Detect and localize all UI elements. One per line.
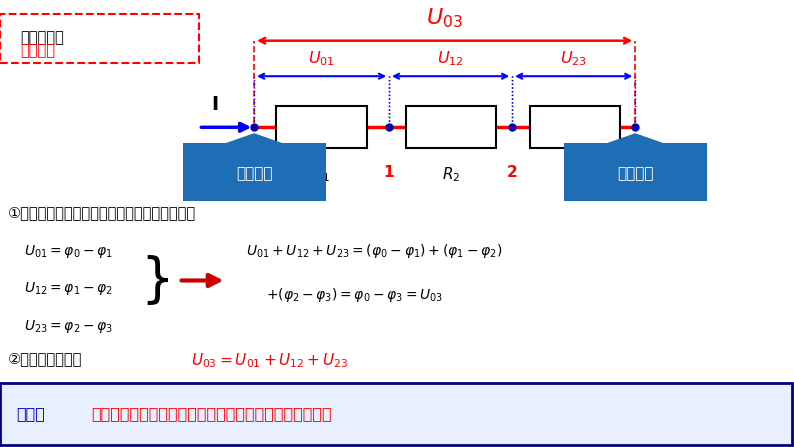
Text: $U_{03}=U_{01}+U_{12}+U_{23}$: $U_{03}=U_{01}+U_{12}+U_{23}$: [191, 351, 348, 370]
FancyBboxPatch shape: [0, 14, 198, 63]
Text: $U_{01}+U_{12}+U_{23}=(\varphi_0-\varphi_1)+(\varphi_1-\varphi_2)$: $U_{01}+U_{12}+U_{23}=(\varphi_0-\varphi…: [246, 242, 503, 260]
FancyBboxPatch shape: [276, 106, 367, 148]
Text: 1: 1: [384, 165, 395, 180]
Text: ②比较电压关系？: ②比较电压关系？: [8, 351, 83, 367]
Text: $R_3$: $R_3$: [565, 165, 584, 184]
Text: $U_{12}$: $U_{12}$: [437, 50, 464, 68]
FancyBboxPatch shape: [564, 143, 707, 201]
Text: $+(\varphi_2-\varphi_3)=\varphi_0-\varphi_3=U_{03}$: $+(\varphi_2-\varphi_3)=\varphi_0-\varph…: [266, 286, 443, 304]
Text: 3: 3: [630, 165, 641, 180]
Polygon shape: [568, 134, 703, 145]
FancyBboxPatch shape: [406, 106, 496, 148]
FancyBboxPatch shape: [0, 383, 792, 445]
Text: $U_{23}=\varphi_2-\varphi_3$: $U_{23}=\varphi_2-\varphi_3$: [24, 318, 113, 335]
Text: $\}$: $\}$: [141, 253, 169, 308]
Polygon shape: [187, 134, 322, 145]
FancyBboxPatch shape: [183, 143, 326, 201]
Text: 0: 0: [249, 165, 260, 180]
Text: 电势最低: 电势最低: [617, 166, 653, 181]
Text: I: I: [211, 95, 218, 114]
Text: $U_{12}=\varphi_1-\varphi_2$: $U_{12}=\varphi_1-\varphi_2$: [24, 280, 113, 298]
Text: $R_1$: $R_1$: [312, 165, 331, 184]
Text: $U_{01}$: $U_{01}$: [308, 50, 335, 68]
FancyBboxPatch shape: [530, 106, 620, 148]
Text: ①各点的电势与各点之间的电势差有什么关系？: ①各点的电势与各点之间的电势差有什么关系？: [8, 205, 196, 220]
Text: 串联电路的: 串联电路的: [20, 30, 64, 45]
Text: 结论：: 结论：: [16, 406, 44, 421]
Text: 2: 2: [507, 165, 518, 180]
Text: $U_{03}$: $U_{03}$: [426, 6, 463, 30]
Text: 电势最高: 电势最高: [236, 166, 272, 181]
Text: 串联电路两端的总电压等于各部分电路两端的电压之和。: 串联电路两端的总电压等于各部分电路两端的电压之和。: [91, 406, 332, 421]
Text: $U_{01}=\varphi_0-\varphi_1$: $U_{01}=\varphi_0-\varphi_1$: [24, 243, 113, 260]
Text: 电压特点: 电压特点: [20, 43, 55, 58]
Text: $R_2$: $R_2$: [441, 165, 461, 184]
Text: $U_{23}$: $U_{23}$: [561, 50, 587, 68]
